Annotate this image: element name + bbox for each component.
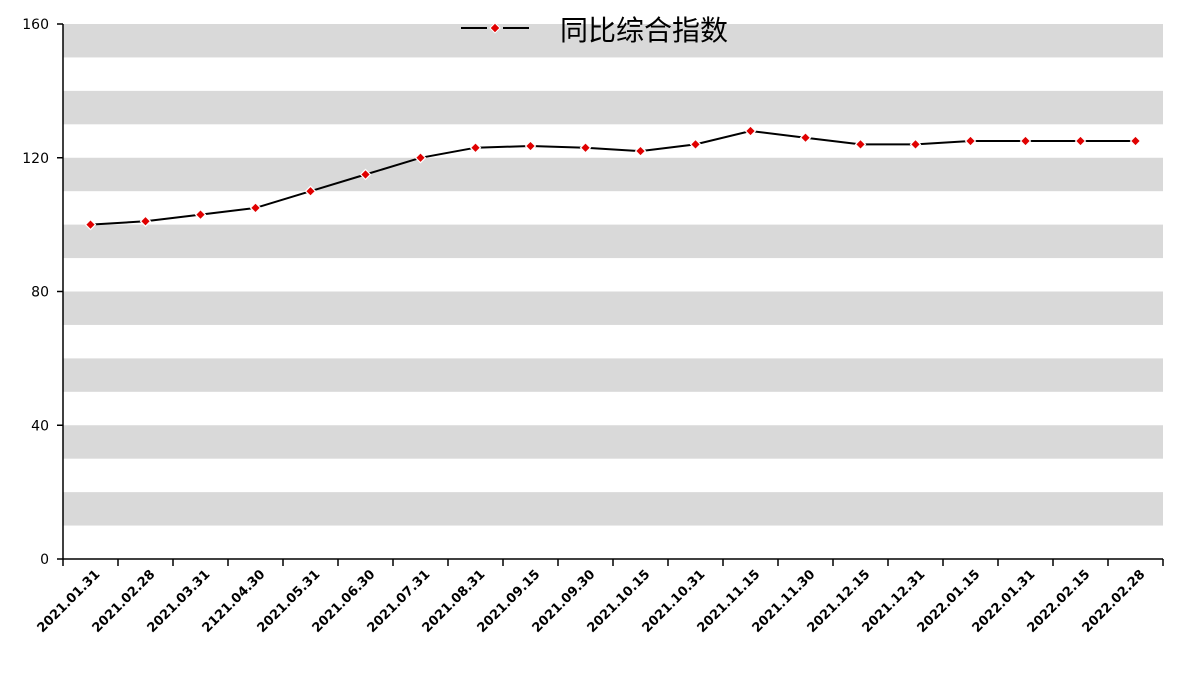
- grid-band: [63, 358, 1163, 392]
- y-tick-label: 120: [22, 151, 49, 167]
- data-point: [744, 125, 757, 137]
- grid-band: [63, 24, 1163, 58]
- grid-band: [63, 291, 1163, 325]
- x-axis-ticks: 2021.01.312021.02.282021.03.312121.04.30…: [35, 559, 1164, 636]
- grid-band: [63, 157, 1163, 192]
- data-point: [689, 138, 702, 151]
- data-point: [909, 138, 922, 151]
- data-point: [414, 151, 427, 164]
- y-tick-label: 40: [31, 418, 49, 434]
- data-point: [84, 218, 97, 231]
- data-point: [359, 168, 372, 181]
- data-point: [1019, 135, 1032, 147]
- series-group: [84, 125, 1142, 231]
- series-line: [90, 129, 1136, 226]
- y-tick-label: 80: [31, 285, 49, 301]
- grid-band: [63, 492, 1163, 526]
- data-point: [964, 135, 977, 147]
- data-point: [1074, 135, 1087, 147]
- data-point: [524, 140, 537, 152]
- legend: 同比综合指数: [461, 14, 728, 47]
- grid-band: [63, 224, 1163, 259]
- data-point: [249, 202, 262, 214]
- grid-band: [63, 90, 1163, 125]
- grid-bands: [63, 24, 1163, 526]
- legend-marker: [489, 22, 501, 34]
- y-tick-label: 160: [22, 17, 49, 33]
- data-point: [1129, 135, 1142, 147]
- legend-label: 同比综合指数: [560, 14, 728, 47]
- data-point: [469, 141, 482, 154]
- data-point: [799, 131, 812, 144]
- data-point: [194, 208, 207, 221]
- data-point: [139, 215, 152, 228]
- grid-band: [63, 425, 1163, 459]
- y-tick-label: 0: [40, 552, 49, 568]
- data-point: [579, 141, 592, 154]
- data-point: [634, 145, 647, 157]
- y-axis-ticks: 0 40 80 120 160: [22, 17, 63, 568]
- data-point: [854, 138, 867, 151]
- data-point: [304, 185, 317, 197]
